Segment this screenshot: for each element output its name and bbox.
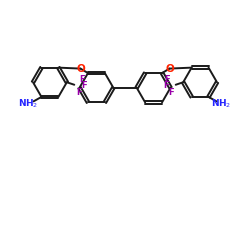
Text: F: F [81,82,86,90]
Text: F: F [80,75,85,84]
Text: F: F [168,88,173,97]
Text: O: O [165,64,174,74]
Text: NH$_2$: NH$_2$ [18,98,39,110]
Text: F: F [164,82,169,90]
Text: NH$_2$: NH$_2$ [211,98,232,110]
Text: O: O [76,64,85,74]
Text: F: F [76,88,82,97]
Text: F: F [165,75,170,84]
